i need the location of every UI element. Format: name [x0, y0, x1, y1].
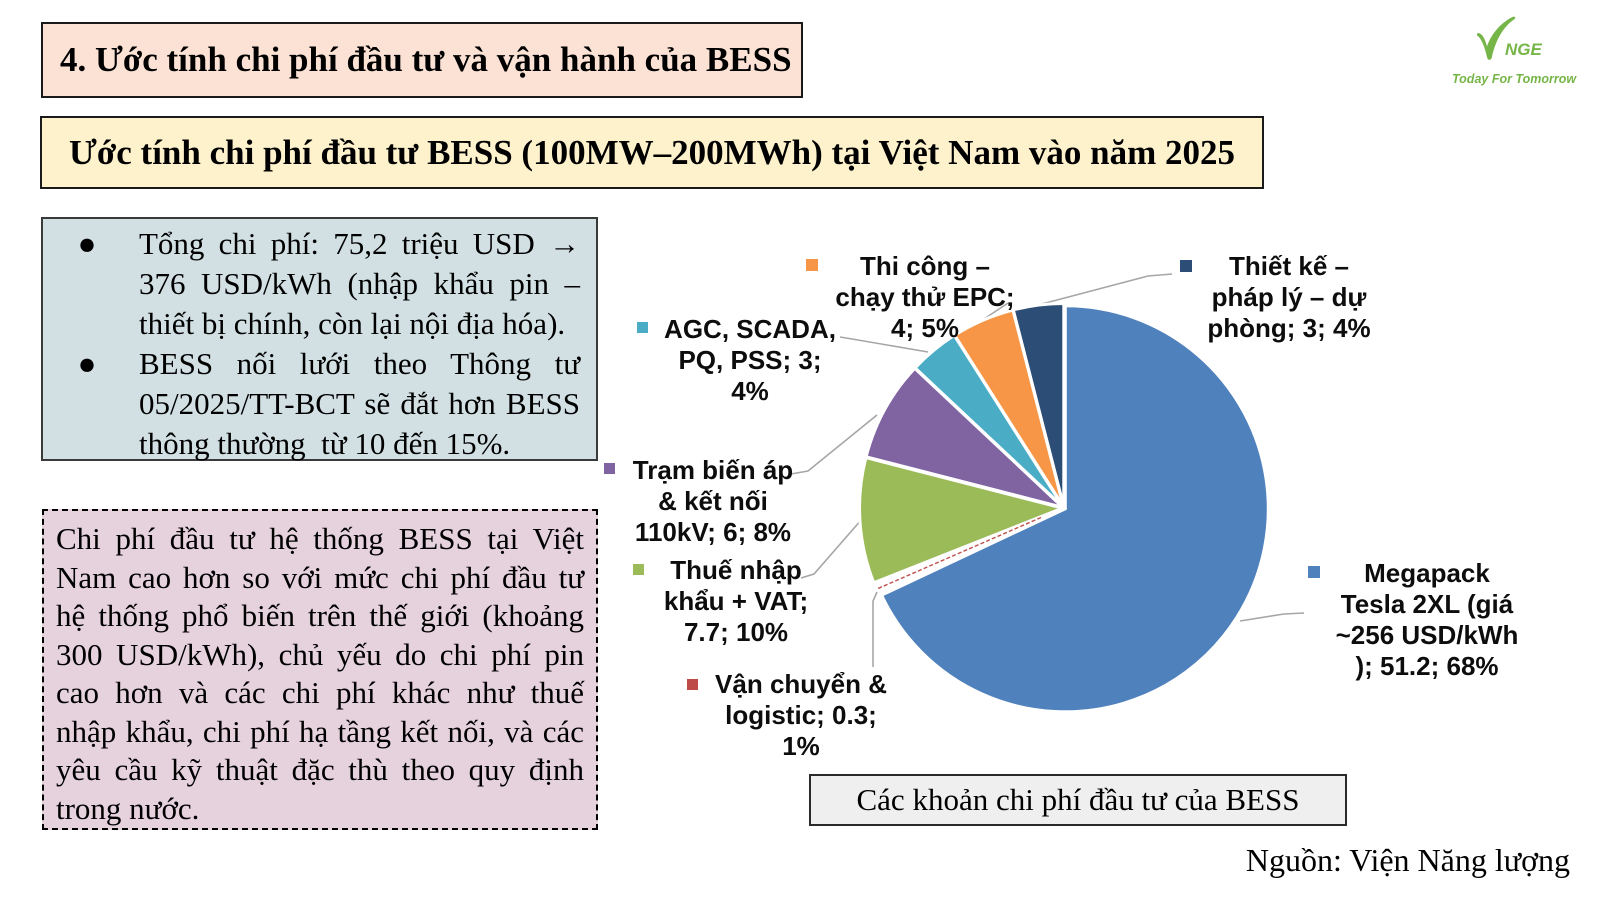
- svg-text:Today For Tomorrow: Today For Tomorrow: [1452, 72, 1577, 86]
- svg-text:NGE: NGE: [1505, 40, 1543, 59]
